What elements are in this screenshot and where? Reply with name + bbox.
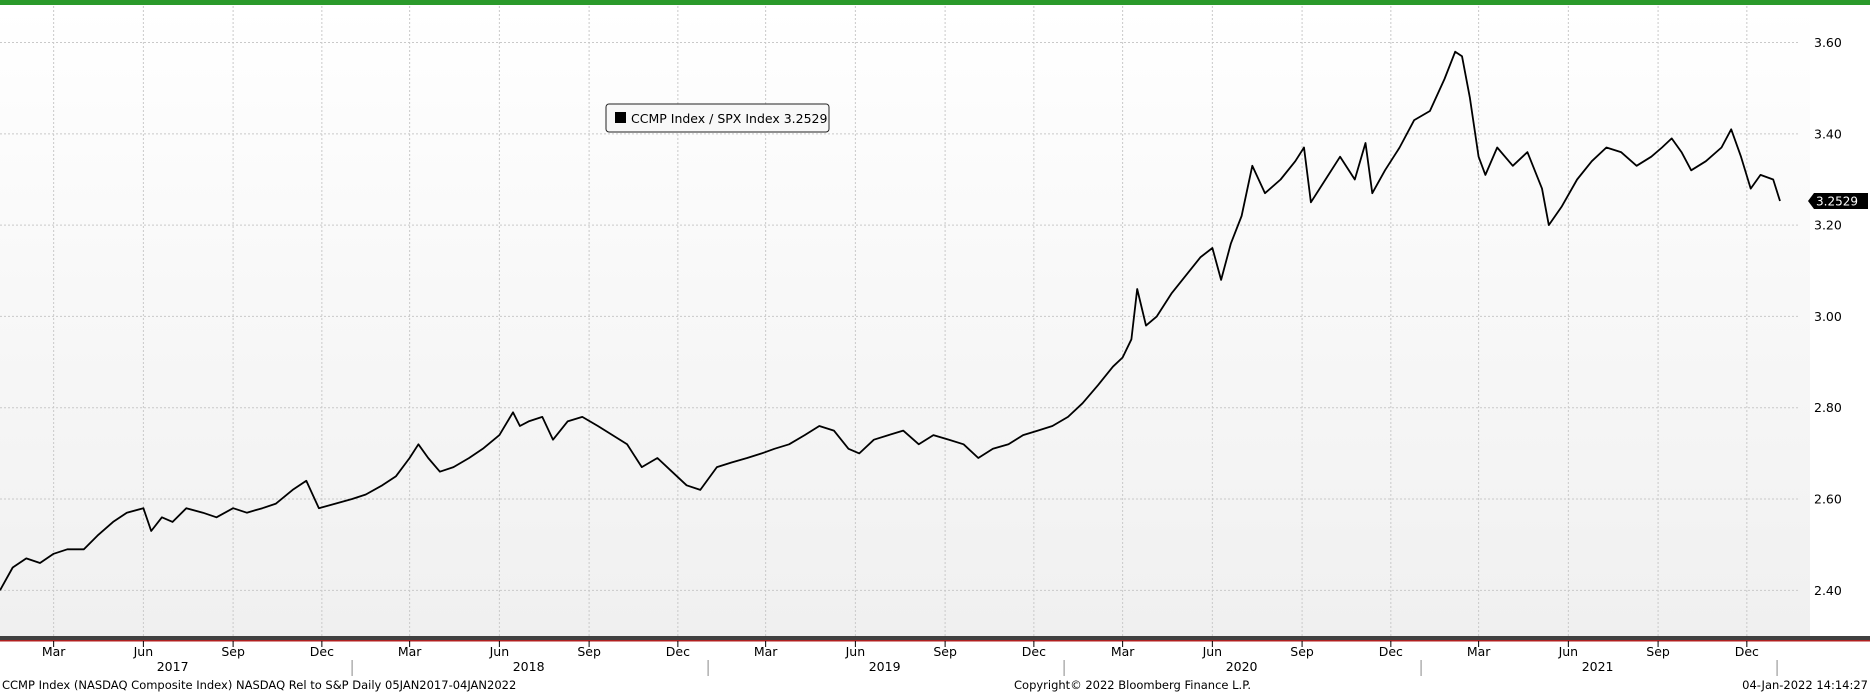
legend: CCMP Index / SPX Index 3.2529 [605,103,830,133]
footer-timestamp: 04-Jan-2022 14:14:27 [1742,678,1868,692]
last-value-tag [1808,192,1868,209]
x-axis: Mar Jun Sep Dec Mar Jun Sep Dec Mar Jun Sep Dec Mar J… [42,641,1778,676]
last-value-marker: 3.2529 [1808,192,1868,209]
grid-layer [0,6,1800,636]
x-tick-label-month: Sep [1646,644,1670,659]
x-tick-label-month: Mar [42,644,66,659]
footer-copyright: Copyright© 2022 Bloomberg Finance L.P. [1014,678,1251,692]
x-tick-label-month: Jun [845,644,866,659]
x-tick-label-month: Dec [310,644,334,659]
y-tick-label: 3.40 [1814,126,1842,141]
x-tick-label-year: 2017 [157,659,189,674]
x-tick-label-month: Jun [1558,644,1579,659]
top-bar [0,0,1870,5]
x-tick-label-year: 2020 [1226,659,1258,674]
y-axis: 2.40 2.60 2.80 3.00 3.20 3.40 3.60 [1814,35,1842,598]
x-tick-label-month: Sep [221,644,245,659]
y-tick-label: 2.80 [1814,400,1842,415]
chart-svg: 2.40 2.60 2.80 3.00 3.20 3.40 3.60 3.2529 CCMP… [0,0,1870,677]
axis-separator [0,636,1870,642]
series-line-ccmp-spx [0,50,1781,591]
plot-area [0,6,1810,636]
y-tick-label: 3.00 [1814,309,1842,324]
x-tick-label-month: Jun [489,644,510,659]
legend-box [605,103,830,133]
legend-swatch [615,112,626,123]
x-tick-label-month: Mar [1467,644,1491,659]
separator-bar [0,636,1870,640]
x-tick-label-year: 2018 [513,659,545,674]
y-tick-label: 2.60 [1814,492,1842,507]
x-tick-label-month: Mar [1111,644,1135,659]
x-tick-label-month: Sep [933,644,957,659]
x-tick-label-month: Sep [577,644,601,659]
legend-entry: CCMP Index / SPX Index 3.2529 [631,111,828,126]
separator-accent [0,640,1870,642]
x-tick-label-month: Dec [666,644,690,659]
y-tick-label: 3.60 [1814,35,1842,50]
x-tick-label-month: Mar [754,644,778,659]
x-tick-label-month: Dec [1022,644,1046,659]
x-tick-label-month: Sep [1290,644,1314,659]
x-tick-label-month: Jun [133,644,154,659]
x-tick-label-year: 2021 [1582,659,1614,674]
footer-security-description: CCMP Index (NASDAQ Composite Index) NASD… [2,678,517,692]
y-tick-label: 3.20 [1814,218,1842,233]
footer: CCMP Index (NASDAQ Composite Index) NASD… [0,677,1870,693]
x-tick-label-year: 2019 [869,659,901,674]
last-value-label: 3.2529 [1816,194,1858,208]
x-tick-label-month: Dec [1379,644,1403,659]
x-tick-label-month: Jun [1202,644,1223,659]
x-tick-label-month: Mar [398,644,422,659]
x-tick-label-month: Dec [1735,644,1759,659]
y-tick-label: 2.40 [1814,583,1842,598]
